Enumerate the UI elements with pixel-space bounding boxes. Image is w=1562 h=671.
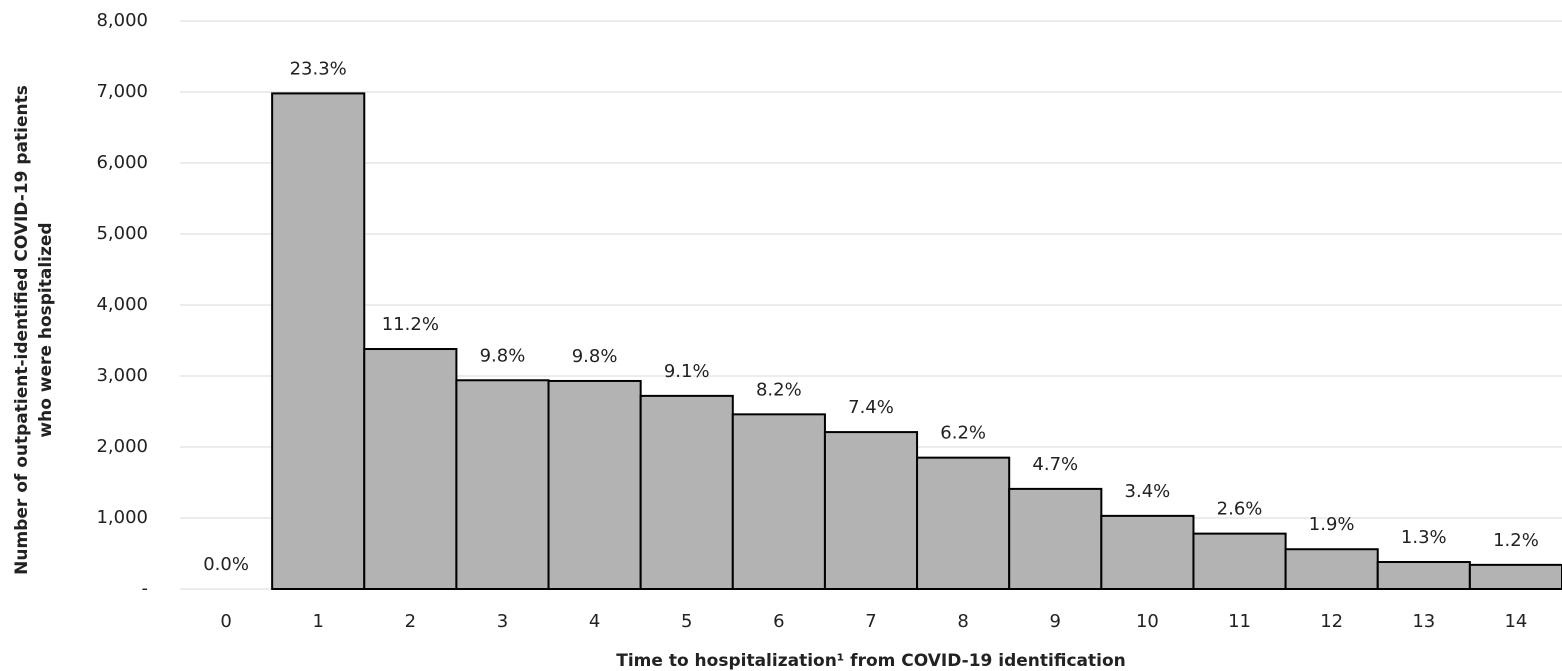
- x-tick-label: 11: [1228, 611, 1251, 632]
- y-tick-label: 6,000: [96, 152, 148, 173]
- data-label: 7.4%: [848, 397, 894, 418]
- data-label: 4.7%: [1032, 454, 1078, 475]
- y-tick-label: 7,000: [96, 81, 148, 102]
- x-tick-label: 12: [1320, 611, 1343, 632]
- bar: [639, 394, 734, 590]
- data-label: 9.8%: [572, 346, 618, 367]
- data-label: 9.8%: [480, 345, 526, 366]
- data-label: 11.2%: [382, 314, 439, 335]
- data-label: 1.9%: [1309, 514, 1355, 535]
- bar: [823, 431, 919, 590]
- x-tick-label: 4: [589, 611, 600, 632]
- x-tick-label: 5: [681, 611, 692, 632]
- y-axis-title: Number of outpatient-identified COVID-19…: [12, 85, 32, 575]
- x-axis-title: Time to hospitalization¹ from COVID-19 i…: [616, 651, 1126, 671]
- bar: [1376, 561, 1471, 591]
- data-label: 1.2%: [1493, 530, 1539, 551]
- bar: [1284, 548, 1379, 590]
- data-label: 8.2%: [756, 379, 802, 400]
- bar: [731, 413, 826, 590]
- bar: [916, 456, 1011, 590]
- x-tick-label: 13: [1412, 611, 1435, 632]
- x-tick-label: 14: [1504, 611, 1527, 632]
- x-tick-label: 3: [497, 611, 508, 632]
- x-tick-label: 6: [773, 611, 784, 632]
- x-tick-label: 2: [405, 611, 416, 632]
- bar: [1192, 532, 1287, 590]
- data-label: 0.0%: [203, 554, 249, 575]
- bar: [547, 379, 642, 590]
- data-label: 1.3%: [1401, 527, 1447, 548]
- data-label: 6.2%: [940, 423, 986, 444]
- x-tick-label: 7: [865, 611, 876, 632]
- y-tick-label: 8,000: [96, 10, 148, 31]
- data-label: 2.6%: [1217, 499, 1263, 520]
- x-tick-label: 9: [1050, 611, 1061, 632]
- bar: [1008, 487, 1103, 591]
- y-tick-label: 5,000: [96, 223, 148, 244]
- data-label: 23.3%: [290, 58, 347, 79]
- y-axis-title: who were hospitalized: [36, 222, 56, 437]
- bar: [271, 92, 366, 590]
- x-tick-label: 10: [1136, 611, 1159, 632]
- y-tick-label: 3,000: [96, 365, 148, 386]
- bar: [455, 379, 550, 591]
- bar: [1468, 563, 1562, 590]
- y-tick-label: -: [142, 578, 149, 599]
- data-label: 9.1%: [664, 361, 710, 382]
- data-label: 3.4%: [1125, 481, 1171, 502]
- x-tick-label: 0: [220, 611, 231, 632]
- bar: [363, 348, 458, 590]
- y-tick-label: 2,000: [96, 436, 148, 457]
- bar: [1100, 514, 1195, 590]
- x-tick-label: 8: [957, 611, 968, 632]
- y-tick-label: 1,000: [96, 507, 148, 528]
- y-tick-label: 4,000: [96, 294, 148, 315]
- x-tick-label: 1: [312, 611, 323, 632]
